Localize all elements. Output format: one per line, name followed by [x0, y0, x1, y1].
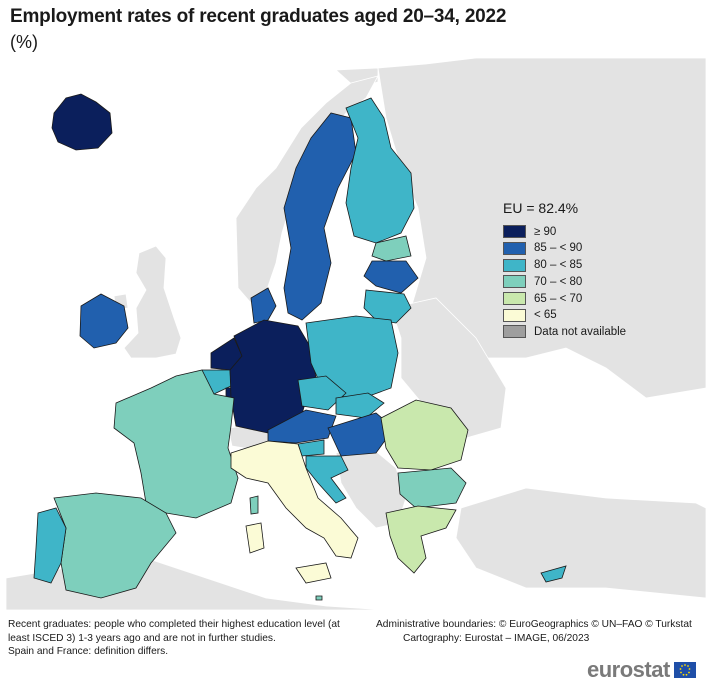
logo-text: eurostat	[587, 657, 670, 682]
legend-item-6: Data not available	[503, 324, 626, 340]
turkey	[455, 487, 706, 599]
country-portugal	[33, 507, 67, 584]
country-latvia	[363, 260, 419, 294]
country-cyprus	[540, 565, 567, 583]
legend-swatch-4	[503, 292, 526, 305]
legend-item-2: 80 – < 85	[503, 257, 626, 273]
legend-item-1: 85 – < 90	[503, 241, 626, 257]
country-corsica	[249, 495, 259, 515]
country-romania	[380, 399, 469, 471]
legend-label-5: < 65	[534, 309, 557, 322]
country-finland	[345, 97, 415, 244]
legend-label-3: 70 – < 80	[534, 275, 583, 288]
country-iceland	[51, 93, 113, 151]
country-sardinia	[245, 522, 265, 554]
country-malta	[315, 595, 323, 601]
legend-label-1: 85 – < 90	[534, 242, 583, 255]
credits-cartography: Cartography: Eurostat – IMAGE, 06/2023	[403, 632, 590, 644]
footnote-definition: Recent graduates: people who completed t…	[8, 619, 340, 644]
legend-label-0: ≥ 90	[534, 225, 557, 238]
country-lithuania	[363, 289, 412, 324]
ukraine-belarus	[390, 297, 507, 439]
legend-item-4: 65 – < 70	[503, 291, 626, 307]
map-legend: EU = 82.4% ≥ 90 85 – < 90 80 – < 85 70 –…	[503, 200, 626, 341]
country-slovakia	[335, 392, 385, 419]
legend-item-0: ≥ 90	[503, 224, 626, 240]
legend-swatch-2	[503, 258, 526, 272]
legend-swatch-0	[503, 225, 526, 239]
legend-swatch-3	[503, 275, 526, 289]
eu-flag-icon	[673, 662, 696, 678]
europe-map	[6, 58, 706, 610]
country-france	[113, 369, 239, 519]
country-greece	[385, 505, 457, 574]
footnote: Recent graduates: people who completed t…	[8, 618, 358, 659]
legend-title: EU = 82.4%	[503, 200, 579, 216]
legend-label-6: Data not available	[534, 325, 627, 338]
country-ireland	[79, 293, 129, 349]
legend-item-5: < 65	[503, 307, 626, 323]
footnote-spain-france: Spain and France: definition differs.	[8, 646, 169, 657]
legend-item-3: 70 – < 80	[503, 274, 626, 290]
eurostat-logo: eurostat	[587, 657, 696, 683]
legend-swatch-6	[503, 325, 526, 339]
legend-swatch-5	[503, 308, 526, 322]
country-italy	[230, 440, 359, 559]
non-eu-land	[6, 58, 706, 610]
country-croatia	[305, 455, 349, 504]
country-sicily	[295, 562, 332, 584]
credits-boundaries: Administrative boundaries: © EuroGeograp…	[376, 619, 692, 630]
country-denmark	[250, 287, 277, 324]
credits: Administrative boundaries: © EuroGeograp…	[376, 618, 692, 645]
russia-east	[377, 58, 706, 399]
legend-label-2: 80 – < 85	[534, 259, 583, 272]
country-bulgaria	[397, 467, 467, 509]
legend-label-4: 65 – < 70	[534, 292, 583, 305]
eu-countries	[33, 93, 567, 601]
legend-swatch-1	[503, 241, 526, 255]
country-estonia	[371, 235, 412, 262]
map-subtitle: (%)	[10, 32, 38, 52]
map-title: Employment rates of recent graduates age…	[10, 6, 507, 27]
uk	[123, 245, 182, 359]
